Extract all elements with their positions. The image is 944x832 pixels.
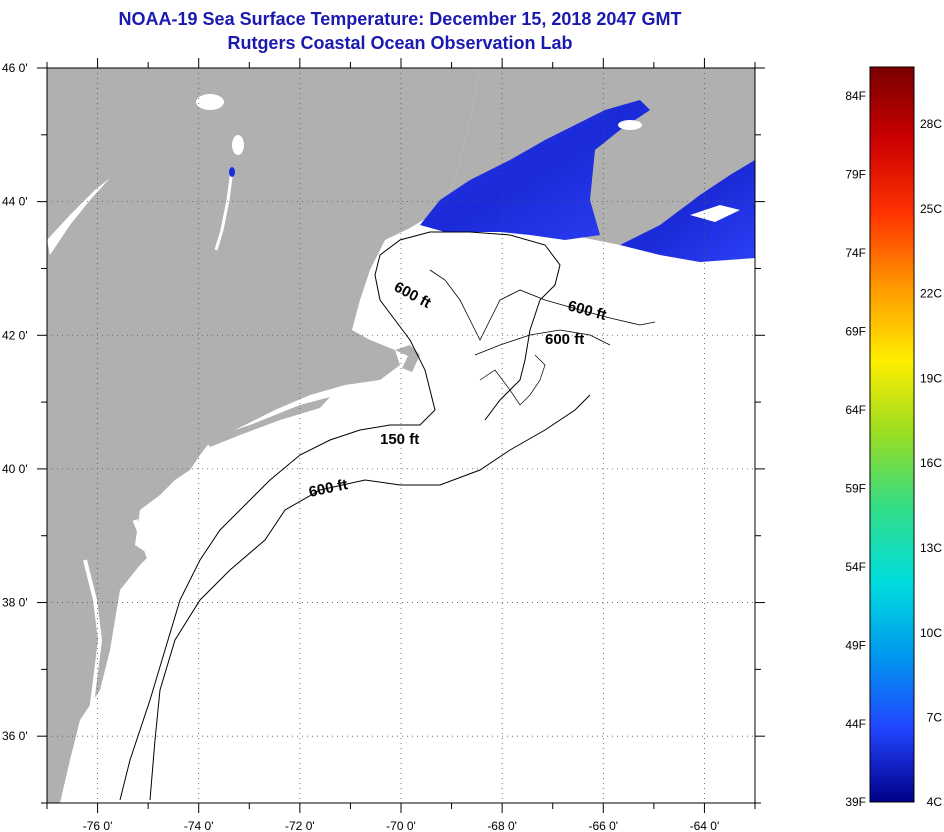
longitude-label: -66 0': [588, 819, 618, 832]
latitude-label: 38 0': [2, 596, 28, 610]
river-st-lawrence: [47, 178, 110, 255]
cold-water-gulf-of-maine: [420, 100, 650, 240]
lake-champlain: [214, 169, 234, 251]
colorbar-f-label: 39F: [845, 795, 866, 809]
colorbar-c-label: 13C: [920, 541, 942, 555]
colorbar-c-label: 10C: [920, 626, 942, 640]
longitude-labels: -76 0' -74 0' -72 0' -70 0' -68 0' -66 0' -64 …: [83, 819, 720, 832]
land-cape-cod: [395, 345, 420, 372]
colorbar-c-label: 28C: [920, 117, 942, 131]
island-feature: [690, 205, 740, 222]
longitude-label: -72 0': [285, 819, 315, 832]
contour-600ft-gulf: [429, 269, 656, 341]
colorbar-f-label: 79F: [845, 168, 866, 182]
latitude-label: 42 0': [2, 328, 28, 342]
contour-150ft: [119, 231, 561, 801]
delaware-bay: [132, 519, 153, 561]
lake: [196, 94, 224, 110]
colorbar-f-label: 54F: [845, 560, 866, 574]
lake-cold-patch: [229, 167, 235, 177]
colorbar-f-label: 44F: [845, 717, 866, 731]
graticule: [47, 68, 755, 803]
longitude-label: -64 0': [690, 819, 720, 832]
colorbar-c-label: 4C: [927, 795, 943, 809]
longitude-label: -70 0': [386, 819, 416, 832]
longitude-label: -74 0': [184, 819, 214, 832]
latitude-label: 46 0': [2, 61, 28, 75]
colorbar-f-label: 84F: [845, 89, 866, 103]
bay-fundy-ice: [618, 120, 642, 130]
lake: [232, 135, 244, 155]
colorbar-ramp: [869, 66, 915, 803]
colorbar-f-label: 59F: [845, 482, 866, 496]
map-subtitle: Rutgers Coastal Ocean Observation Lab: [227, 33, 573, 53]
cold-water-nova-scotia: [620, 160, 755, 262]
colorbar-c-label: 16C: [920, 456, 942, 470]
colorbar-c-label: 19C: [920, 371, 942, 385]
contour-label: 600 ft: [545, 331, 584, 348]
contour-600ft-georges: [474, 329, 611, 356]
colorbar-c-label: 25C: [920, 202, 942, 216]
colorbar-c-label: 22C: [920, 287, 942, 301]
colorbar-f-label: 49F: [845, 639, 866, 653]
colorbar-f-label: 64F: [845, 403, 866, 417]
longitude-label: -68 0': [487, 819, 517, 832]
colorbar-celsius-labels: 28C 25C 22C 19C 16C 13C 10C 7C 4C: [920, 117, 942, 809]
colorbar-c-label: 7C: [927, 711, 943, 725]
latitude-label: 40 0': [2, 462, 28, 476]
colorbar: 84F 79F 74F 69F 64F 59F 54F 49F 44F 39F 28C 25C 22C…: [845, 66, 942, 809]
land-mainland: [47, 68, 480, 803]
contour-label: 150 ft: [380, 431, 419, 448]
colorbar-f-label: 69F: [845, 325, 866, 339]
axis-ticks: [37, 58, 765, 813]
colorbar-fahrenheit-labels: 84F 79F 74F 69F 64F 59F 54F 49F 44F 39F: [845, 89, 866, 809]
chesapeake-bay: [83, 559, 103, 721]
contour-600ft-shelf: [149, 394, 591, 801]
latitude-label: 36 0': [2, 729, 28, 743]
bay: [429, 249, 461, 261]
land-long-island: [205, 397, 330, 447]
longitude-label: -76 0': [83, 819, 113, 832]
latitude-label: 44 0': [2, 195, 28, 209]
contour-detail: [479, 354, 546, 406]
latitude-labels: 46 0' 44 0' 42 0' 40 0' 38 0' 36 0': [2, 61, 28, 743]
map-title: NOAA-19 Sea Surface Temperature: Decembe…: [118, 9, 682, 29]
colorbar-f-label: 74F: [845, 246, 866, 260]
